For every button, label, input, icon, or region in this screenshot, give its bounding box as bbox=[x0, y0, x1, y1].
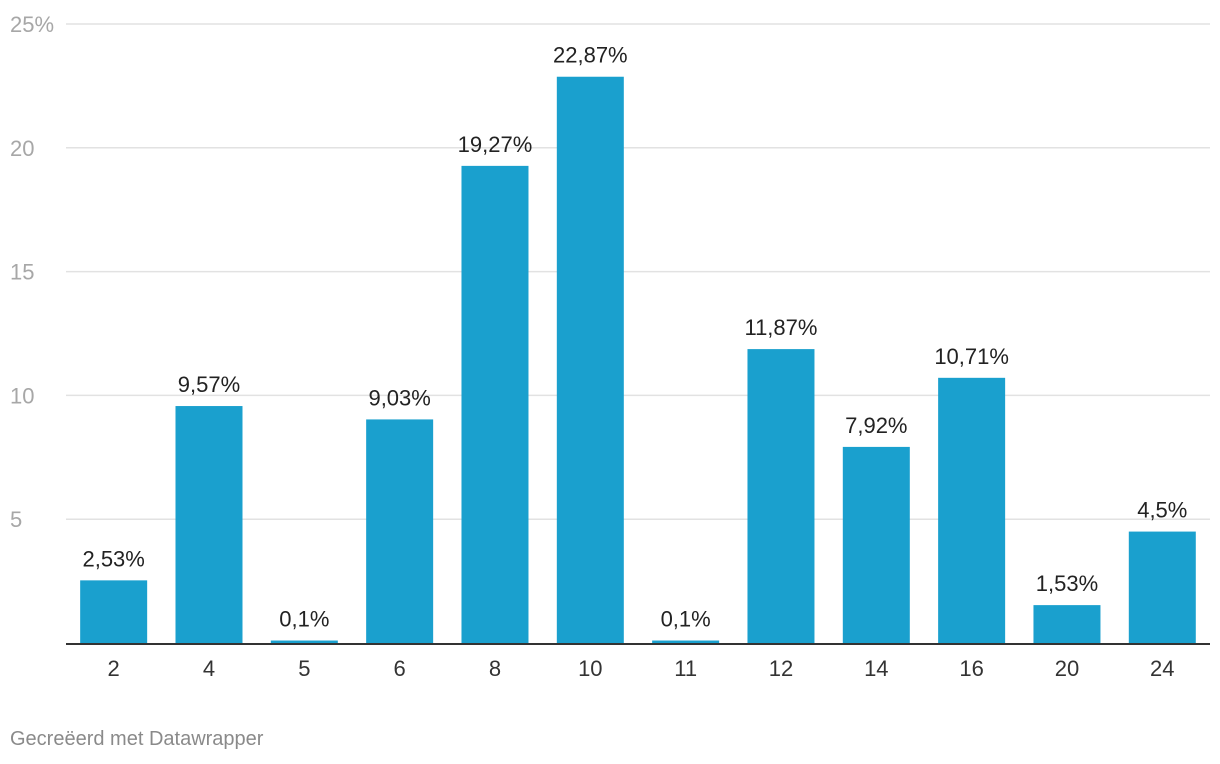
y-tick-label: 20 bbox=[10, 136, 34, 161]
data-label: 19,27% bbox=[458, 132, 533, 157]
x-tick-label: 2 bbox=[108, 656, 120, 681]
x-tick-label: 10 bbox=[578, 656, 602, 681]
bar-2 bbox=[80, 580, 148, 643]
x-tick-label: 6 bbox=[394, 656, 406, 681]
bar-24 bbox=[1128, 531, 1196, 643]
x-tick-label: 4 bbox=[203, 656, 215, 681]
bar-14 bbox=[842, 446, 910, 643]
bars bbox=[80, 76, 1196, 644]
bar-20 bbox=[1033, 605, 1101, 643]
bar-10 bbox=[556, 76, 624, 644]
data-labels: 2,53% 9,57% 0,1% 9,03% 19,27% 22,87% 0,1% 11,87… bbox=[82, 43, 1187, 632]
y-tick-label: 15 bbox=[10, 260, 34, 285]
data-label: 22,87% bbox=[553, 43, 628, 68]
x-tick-label: 16 bbox=[959, 656, 983, 681]
data-label: 10,71% bbox=[934, 344, 1009, 369]
x-tick-label: 14 bbox=[864, 656, 888, 681]
data-label: 1,53% bbox=[1036, 571, 1098, 596]
bar-11 bbox=[652, 640, 720, 643]
x-axis-ticks: 2 4 5 6 8 10 11 12 14 16 20 24 bbox=[108, 656, 1175, 681]
x-tick-label: 11 bbox=[674, 656, 697, 681]
data-label: 9,57% bbox=[178, 372, 240, 397]
bar-6 bbox=[366, 419, 434, 643]
bar-8 bbox=[461, 165, 529, 643]
bar-16 bbox=[938, 377, 1006, 643]
data-label: 0,1% bbox=[279, 607, 329, 632]
x-tick-label: 12 bbox=[769, 656, 793, 681]
x-tick-label: 8 bbox=[489, 656, 501, 681]
y-tick-label: 25% bbox=[10, 12, 54, 37]
y-tick-label: 10 bbox=[10, 383, 34, 408]
y-axis-ticks: 5 10 15 20 25% bbox=[10, 12, 54, 532]
bar-5 bbox=[270, 640, 338, 643]
gridlines bbox=[66, 23, 1210, 520]
data-label: 2,53% bbox=[82, 546, 144, 571]
credit-text: Gecreëerd met Datawrapper bbox=[10, 728, 264, 750]
x-tick-label: 20 bbox=[1055, 656, 1079, 681]
x-tick-label: 24 bbox=[1150, 656, 1174, 681]
data-label: 7,92% bbox=[845, 413, 907, 438]
bar-12 bbox=[747, 349, 815, 643]
data-label: 9,03% bbox=[368, 385, 430, 410]
data-label: 0,1% bbox=[661, 607, 711, 632]
data-label: 4,5% bbox=[1137, 498, 1187, 523]
y-tick-label: 5 bbox=[10, 507, 22, 532]
bar-4 bbox=[175, 406, 243, 643]
x-tick-label: 5 bbox=[298, 656, 310, 681]
data-label: 11,87% bbox=[744, 315, 817, 340]
